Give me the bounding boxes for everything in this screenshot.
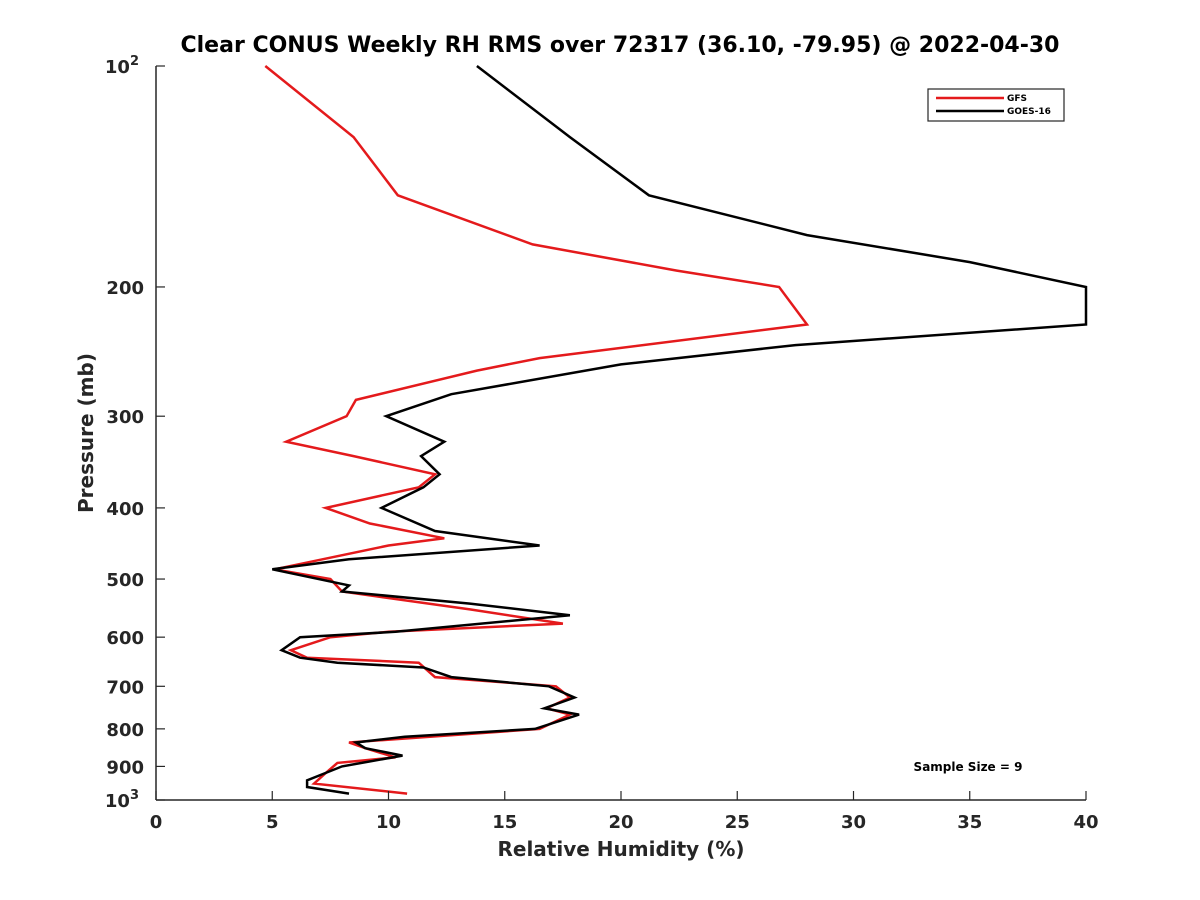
y-tick-label: 102 xyxy=(105,54,139,78)
y-tick-label: 200 xyxy=(106,278,144,299)
x-tick-label: 35 xyxy=(957,812,982,833)
x-tick-label: 20 xyxy=(608,812,633,833)
legend: GFS GOES-16 xyxy=(927,88,1065,122)
x-tick-label: 40 xyxy=(1073,812,1098,833)
x-tick-label: 5 xyxy=(266,812,279,833)
series-line-goes-16 xyxy=(272,65,1088,795)
x-tick-label: 10 xyxy=(376,812,401,833)
sample-size-annotation: Sample Size = 9 xyxy=(914,760,1023,774)
y-tick-label: 700 xyxy=(106,677,144,698)
y-tick-label: 103 xyxy=(105,788,139,812)
x-tick-label: 30 xyxy=(841,812,866,833)
y-ticks: 102 200 300 400 500 600 700 800 900 103 xyxy=(105,54,165,812)
y-tick-label: 300 xyxy=(106,407,144,428)
x-ticks: 0 5 10 15 20 25 30 35 40 xyxy=(150,791,1099,833)
y-tick-label: 500 xyxy=(106,570,144,591)
legend-label-goes16: GOES-16 xyxy=(1007,107,1051,117)
y-tick-label: 400 xyxy=(106,499,144,520)
x-axis-label: Relative Humidity (%) xyxy=(497,837,744,861)
legend-label-gfs: GFS xyxy=(1007,94,1027,104)
chart-title: Clear CONUS Weekly RH RMS over 72317 (36… xyxy=(181,33,1060,58)
y-axis-label: Pressure (mb) xyxy=(74,353,98,513)
plot-lines xyxy=(264,65,1088,795)
x-tick-label: 15 xyxy=(492,812,517,833)
y-tick-label: 600 xyxy=(106,628,144,649)
legend-box xyxy=(927,88,1065,122)
x-tick-label: 25 xyxy=(725,812,750,833)
x-tick-label: 0 xyxy=(150,812,163,833)
y-tick-label: 900 xyxy=(106,757,144,778)
y-tick-label: 800 xyxy=(106,720,144,741)
